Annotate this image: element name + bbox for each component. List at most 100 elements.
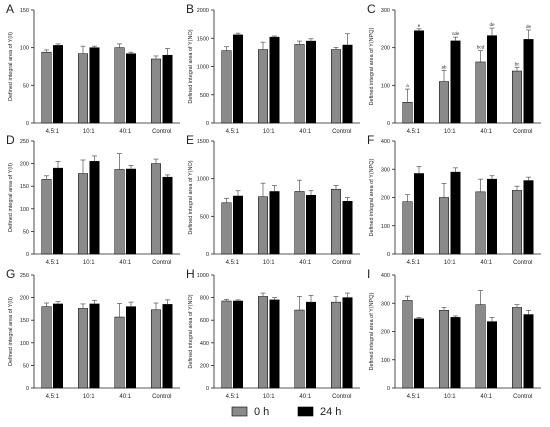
- bar-0h: [402, 201, 413, 255]
- bar-0h: [439, 81, 449, 124]
- bar-0h: [78, 53, 88, 124]
- bar-24h: [523, 314, 534, 389]
- x-tick-label: 40:1: [119, 260, 131, 266]
- significance-label: de: [526, 24, 532, 29]
- bar-0h: [258, 196, 268, 255]
- x-tick-label: 4.5:1: [226, 129, 240, 135]
- bar-24h: [126, 168, 136, 255]
- bar-24h: [126, 306, 136, 389]
- x-tick-label: 4.5:1: [226, 260, 240, 266]
- y-tick-label: 50: [23, 363, 29, 369]
- panel-d: D 0 50 100 150 200 250 Defined integral area of…: [6, 133, 180, 266]
- x-tick-label: 40:1: [480, 394, 492, 400]
- x-tick-label: Control: [152, 129, 171, 135]
- y-tick-label: 200: [381, 46, 390, 52]
- bar-0h: [151, 309, 161, 389]
- bar-24h: [342, 44, 353, 124]
- bar-0h: [151, 163, 161, 255]
- x-tick-label: 4.5:1: [407, 260, 421, 266]
- bar-24h: [53, 45, 63, 124]
- bar-24h: [89, 161, 100, 255]
- bar-24h: [53, 167, 63, 255]
- y-tick-label: 200: [381, 330, 390, 336]
- bar-24h: [269, 191, 280, 255]
- y-tick-label: 800: [200, 296, 209, 302]
- y-tick-label: 150: [20, 184, 29, 190]
- panel-letter: B: [186, 2, 194, 16]
- y-tick-label: 1500: [197, 139, 209, 145]
- bar-24h: [450, 317, 461, 389]
- panel-c: C 0 100 200 300 Defined integral area of Y(NP…: [367, 2, 541, 135]
- bar-24h: [89, 47, 100, 124]
- x-tick-label: 40:1: [480, 260, 492, 266]
- x-tick-label: 40:1: [299, 394, 311, 400]
- x-tick-label: 40:1: [299, 260, 311, 266]
- y-tick-label: 2000: [197, 8, 209, 14]
- bar-24h: [162, 304, 173, 389]
- bar-24h: [342, 297, 353, 389]
- x-tick-label: Control: [513, 129, 532, 135]
- y-axis-title: Defined integral area of Y(NPQ): [369, 158, 375, 236]
- bar-24h: [233, 34, 243, 124]
- bar-0h: [475, 191, 486, 255]
- bar-24h: [89, 303, 100, 389]
- bar-24h: [306, 194, 316, 255]
- bar-0h: [512, 190, 522, 255]
- bar-24h: [233, 300, 243, 389]
- panel-h: H 0 200 400 600 800 1000 Defined integral area …: [186, 267, 360, 400]
- bar-0h: [78, 173, 88, 255]
- y-tick-label: 1000: [197, 177, 209, 183]
- y-axis-title: Defined integral area of Y(NO): [188, 294, 194, 368]
- y-tick-label: 400: [200, 341, 209, 347]
- y-axis-title: Defined integral area of Y(II): [8, 297, 14, 366]
- bar-0h: [475, 304, 486, 389]
- bar-24h: [487, 178, 497, 255]
- y-tick-label: 100: [381, 224, 390, 230]
- bar-24h: [414, 30, 424, 124]
- bar-24h: [162, 176, 173, 255]
- y-tick-label: 300: [381, 167, 390, 173]
- x-tick-label: 10:1: [83, 394, 95, 400]
- panel-i: I 0 100 200 300 400 Defined integral area of Y…: [367, 267, 541, 400]
- bar-0h: [258, 296, 268, 389]
- x-tick-label: 10:1: [444, 129, 456, 135]
- x-tick-label: Control: [513, 394, 532, 400]
- y-tick-label: 200: [20, 296, 29, 302]
- significance-label: de: [489, 22, 495, 27]
- panel-g: G 0 50 100 150 200 250 Defined integral area of…: [6, 267, 180, 400]
- y-tick-label: 300: [381, 8, 390, 14]
- significance-label: cde: [452, 31, 460, 36]
- panel-b: B 0 500 1000 1500 2000 Defined integral area o…: [186, 2, 360, 135]
- y-tick-label: 0: [206, 121, 209, 127]
- bar-0h: [512, 70, 522, 124]
- bar-0h: [294, 191, 305, 255]
- bar-0h: [331, 49, 341, 124]
- x-tick-label: 4.5:1: [46, 129, 60, 135]
- y-tick-label: 0: [206, 386, 209, 392]
- y-tick-label: 0: [387, 386, 390, 392]
- bar-0h: [78, 308, 88, 389]
- bar-0h: [294, 44, 305, 124]
- bar-0h: [221, 300, 232, 389]
- bar-0h: [439, 197, 449, 255]
- legend-swatch-0h: [231, 406, 248, 417]
- bar-0h: [294, 309, 305, 389]
- y-tick-label: 1000: [197, 65, 209, 71]
- bar-24h: [487, 321, 497, 389]
- panel-letter: G: [6, 267, 15, 281]
- legend-label-24h: 24 h: [320, 406, 341, 418]
- bar-24h: [414, 318, 424, 389]
- bar-24h: [269, 36, 280, 124]
- panel-letter: F: [367, 133, 374, 147]
- x-tick-label: 10:1: [263, 260, 275, 266]
- panel-letter: D: [6, 133, 15, 147]
- y-axis-title: Defined integral area of Y(NPQ): [369, 27, 375, 105]
- panel-a: A 0 50 100 150 Defined integral area of Y(II)…: [6, 2, 180, 135]
- x-tick-label: 10:1: [263, 394, 275, 400]
- bar-0h: [258, 49, 268, 124]
- panel-letter: I: [367, 267, 370, 281]
- x-tick-label: 4.5:1: [46, 260, 60, 266]
- bar-24h: [487, 35, 497, 124]
- bar-24h: [53, 303, 63, 389]
